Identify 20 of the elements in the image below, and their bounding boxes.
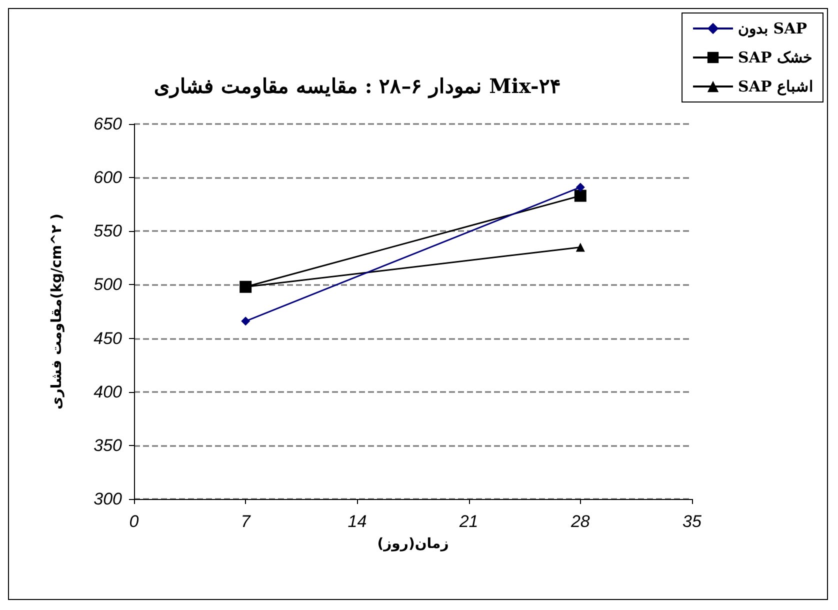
y-tick-label: 450 [94,328,123,348]
legend-label: بدون SAP [738,20,808,38]
y-tick-label: 650 [94,114,123,134]
legend-label: SAP خشک [738,48,812,66]
x-tick-label: 35 [682,512,702,531]
y-tick-label: 600 [94,168,123,188]
chart-title: نمودار ۶–۲۸ : مقایسه مقاومت فشاری Mix-۲۴ [154,74,561,99]
y-tick-label: 550 [94,222,123,241]
y-tick-label: 300 [94,490,123,508]
y-tick-label: 400 [94,382,123,402]
x-axis-title: زمان(روز) [377,536,449,552]
x-tick-label: 21 [458,512,478,531]
x-tick-label: 14 [348,512,367,531]
legend-label: SAP اشباع [738,78,814,96]
x-tick-label: 0 [129,512,140,531]
y-tick-label: 500 [94,275,123,294]
x-tick-label: 7 [240,512,251,531]
x-tick-label: 28 [570,512,590,531]
y-axis-title: مقاومت فشاری(kg/cm^۲ ) [49,214,65,410]
y-tick-label: 350 [94,436,123,455]
